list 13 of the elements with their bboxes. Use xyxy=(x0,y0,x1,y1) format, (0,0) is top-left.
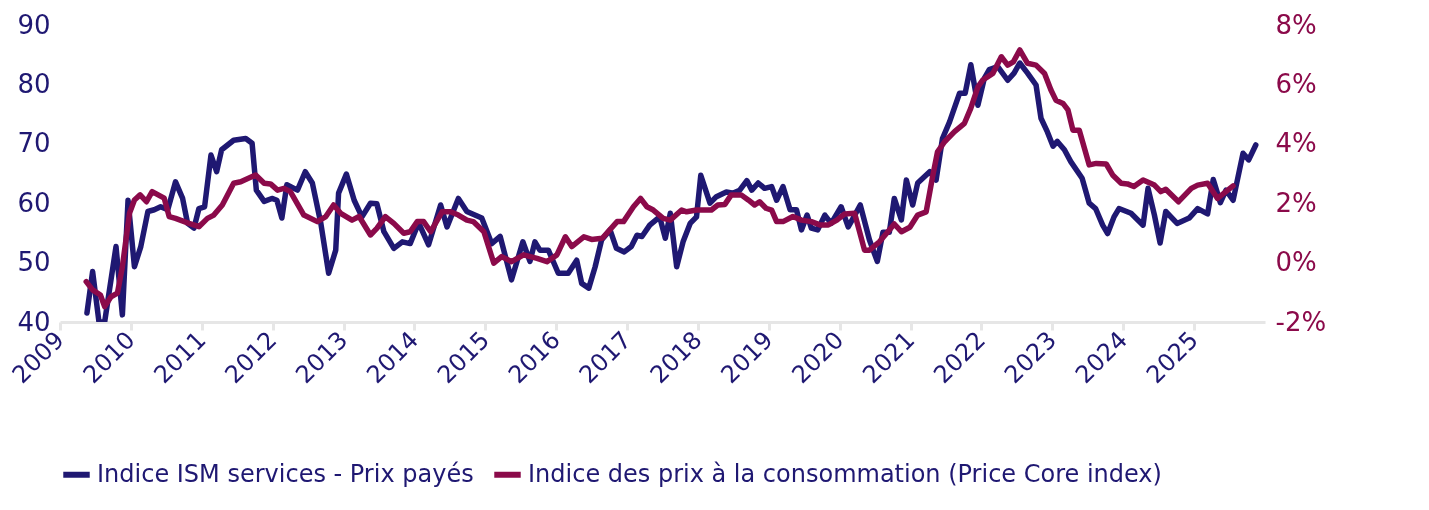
y-tick-label: 50 xyxy=(17,247,51,278)
y2-tick-label: -2% xyxy=(1275,306,1327,337)
y2-tick-label: 8% xyxy=(1275,9,1317,40)
y2-tick-label: 4% xyxy=(1275,128,1317,159)
y2-tick-label: 6% xyxy=(1275,68,1317,99)
y-tick-label: 80 xyxy=(17,68,51,99)
y-tick-label: 70 xyxy=(17,128,51,159)
legend-label: Indice ISM services - Prix payés xyxy=(97,459,474,488)
y2-tick-label: 2% xyxy=(1275,187,1317,218)
legend-label: Indice des prix à la consommation (Price Core index) xyxy=(528,459,1162,488)
y-tick-label: 60 xyxy=(17,187,51,218)
y2-tick-label: 0% xyxy=(1275,247,1317,278)
y-tick-label: 90 xyxy=(17,9,51,40)
